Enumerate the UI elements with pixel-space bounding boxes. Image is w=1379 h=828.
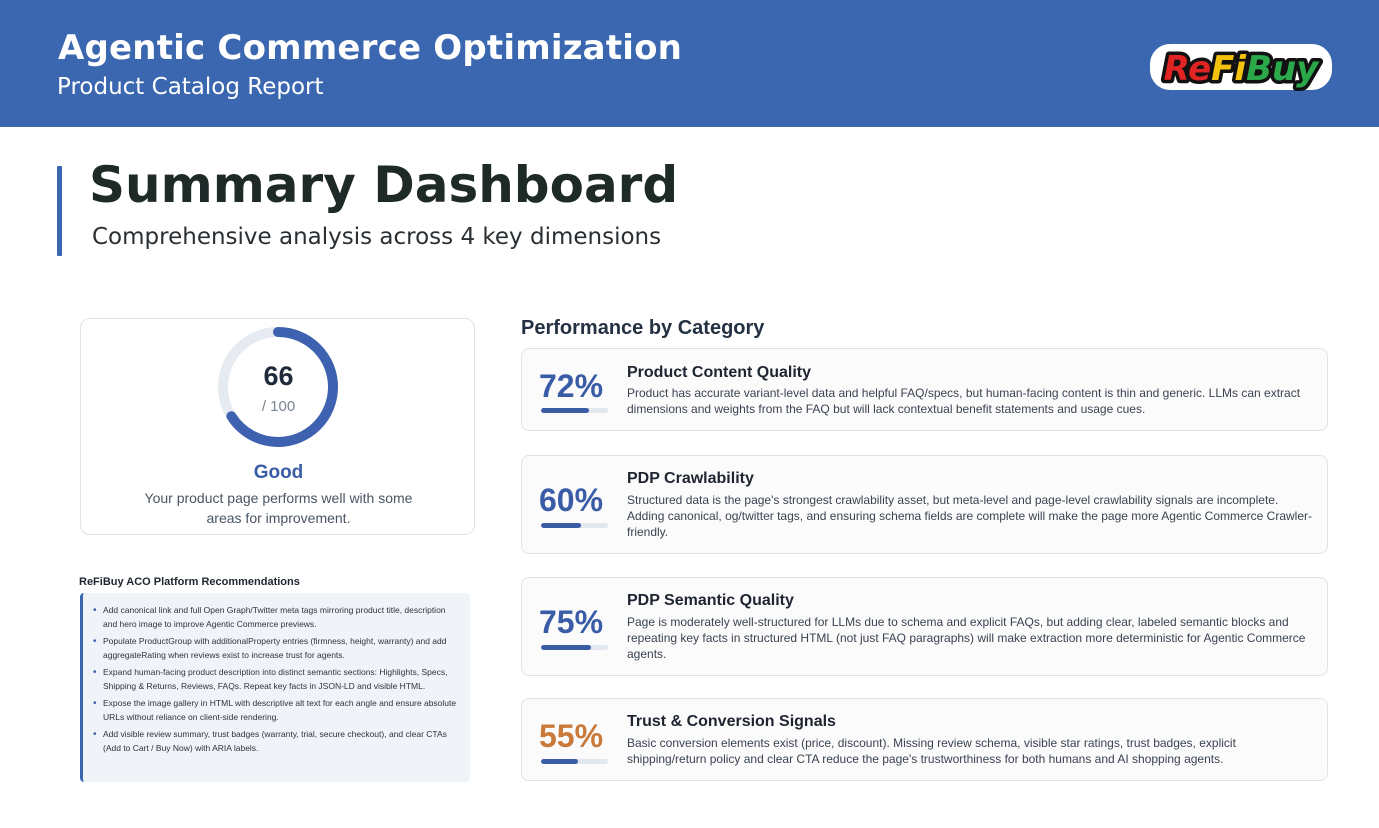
category-card-content-quality: 72% Product Content Quality Product has … [521, 348, 1328, 431]
category-progress-fill [541, 645, 592, 650]
page-subtitle: Comprehensive analysis across 4 key dime… [92, 224, 662, 250]
category-card-crawlability: 60% PDP Crawlability Structured data is … [521, 455, 1328, 554]
performance-title: Performance by Category [521, 317, 765, 339]
gauge-fill [218, 327, 338, 447]
recommendation-item: Add visible review summary, trust badges… [93, 728, 458, 755]
report-header: Agentic Commerce Optimization Product Ca… [0, 0, 1379, 127]
category-progress-track [541, 645, 608, 650]
category-progress-track [541, 523, 608, 528]
score-gauge [218, 327, 338, 447]
svg-text:ReFiBuy: ReFiBuy [1164, 49, 1321, 89]
category-card-semantic-quality: 75% PDP Semantic Quality Page is moderat… [521, 577, 1328, 676]
category-description: Page is moderately well-structured for L… [627, 615, 1306, 661]
category-name: Trust & Conversion Signals [627, 713, 836, 730]
category-description: Product has accurate variant-level data … [627, 386, 1301, 416]
title-accent-bar [57, 166, 62, 256]
page-title: Summary Dashboard [89, 156, 679, 214]
category-progress-track [541, 408, 608, 413]
refibuy-logo: ReFiBuy ReFiBuy [1150, 44, 1332, 93]
category-name: PDP Crawlability [627, 470, 754, 487]
score-max: / 100 [261, 398, 296, 415]
category-percent: 60% [539, 482, 604, 518]
recommendations-box: Add canonical link and full Open Graph/T… [80, 593, 470, 782]
recommendation-item: Populate ProductGroup with additionalPro… [93, 635, 458, 662]
svg-text:ReFiBuy: ReFiBuy [1164, 49, 1321, 89]
recommendation-item: Add canonical link and full Open Graph/T… [93, 604, 458, 631]
overall-score-card: 66 / 100 Good Your product page performs… [80, 318, 475, 535]
report-subtitle: Product Catalog Report [57, 74, 324, 100]
category-progress-fill [541, 523, 582, 528]
category-percent: 75% [539, 604, 604, 640]
recommendation-item: Expose the image gallery in HTML with de… [93, 697, 458, 724]
category-name: PDP Semantic Quality [627, 592, 794, 609]
category-progress-fill [541, 759, 578, 764]
recommendations-list: Add canonical link and full Open Graph/T… [93, 604, 458, 755]
category-card-trust-conversion: 55% Trust & Conversion Signals Basic con… [521, 698, 1328, 781]
category-percent: 72% [539, 368, 604, 404]
category-progress-track [541, 759, 608, 764]
report-title: Agentic Commerce Optimization [58, 28, 683, 68]
category-description: Structured data is the page's strongest … [627, 493, 1312, 539]
category-description: Basic conversion elements exist (price, … [627, 736, 1236, 766]
score-description: Your product page performs well with som… [144, 490, 413, 526]
category-progress-fill [541, 408, 590, 413]
recommendation-item: Expand human-facing product description … [93, 666, 458, 693]
category-percent: 55% [539, 718, 604, 754]
recommendations-title: ReFiBuy ACO Platform Recommendations [79, 576, 300, 588]
score-rating: Good [253, 462, 304, 483]
score-value: 66 [263, 361, 294, 391]
category-name: Product Content Quality [627, 364, 811, 381]
